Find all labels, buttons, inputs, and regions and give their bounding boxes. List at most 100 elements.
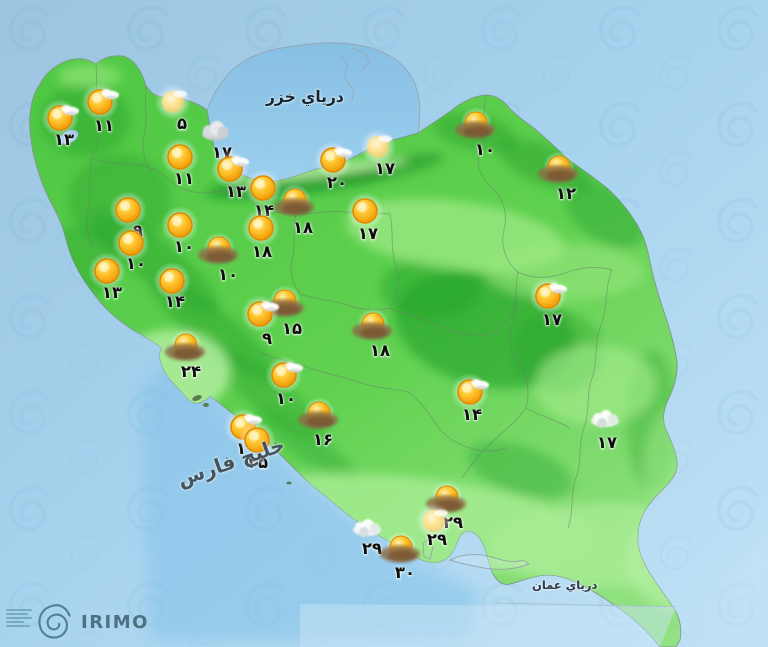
temperature-label: ۱۲ xyxy=(555,184,577,203)
temperature-label: ۱۷ xyxy=(357,224,379,243)
sun-icon xyxy=(345,191,385,231)
dust-sun-icon xyxy=(271,180,319,228)
qeshm-island-outline xyxy=(422,538,531,570)
sun-icon xyxy=(241,208,281,248)
sun-icon xyxy=(111,223,151,263)
weather-station: ۱۷ xyxy=(354,123,402,177)
hazy-sun-icon xyxy=(354,123,402,171)
weather-station: ۳۰ xyxy=(377,527,425,581)
dust-sun-icon xyxy=(377,527,425,575)
weather-station: ۱۳ xyxy=(206,145,254,200)
weather-station: ۱۲ xyxy=(535,147,583,202)
logo-text: IRIMO xyxy=(81,611,149,633)
hazy-sun-icon xyxy=(410,497,458,545)
sun-cloud-icon xyxy=(236,290,284,338)
dust-sun-icon xyxy=(261,281,309,329)
weather-station: ۱۶ xyxy=(295,393,343,448)
dust-sun-icon xyxy=(195,228,243,276)
province-borders xyxy=(86,63,613,529)
sun-icon xyxy=(160,137,200,177)
sun-icon xyxy=(152,261,192,301)
dust-sun-icon xyxy=(295,393,343,441)
temperature-label: ۱۰ xyxy=(125,254,147,273)
caspian-islands-outline xyxy=(339,47,371,102)
temperature-label: ۱۴ xyxy=(164,292,186,311)
dust-sun-icon xyxy=(423,477,471,525)
temperature-label: ۱۳ xyxy=(101,283,123,302)
logo-fine-print xyxy=(6,609,32,627)
temperature-label: ۱۸ xyxy=(292,218,314,237)
fog-cloud-icon xyxy=(581,396,629,444)
sun-cloud-icon xyxy=(446,368,494,416)
weather-station: ۲۰ xyxy=(309,136,357,191)
temperature-label: ۱۵ xyxy=(281,319,303,338)
temperature-label: ۲۹ xyxy=(361,539,383,558)
sun-cloud-icon xyxy=(206,145,254,193)
weather-station: ۱۱ xyxy=(156,133,204,187)
temperature-label: ۱۴ xyxy=(461,405,483,424)
weather-station: ۱۸ xyxy=(349,304,397,359)
temperature-label: ۱۷ xyxy=(541,310,563,329)
weather-station: ۱۷ xyxy=(191,108,239,161)
map-edge-line xyxy=(495,602,677,608)
hazy-sun-icon xyxy=(149,78,197,126)
irimo-logo: IRIMO xyxy=(6,600,149,644)
weather-station: ۱۸ xyxy=(271,180,319,236)
weather-station: ۱۷ xyxy=(341,187,389,242)
temperature-label: ۲۹ xyxy=(442,513,464,532)
sun-cloud-icon xyxy=(309,136,357,184)
sun-cloud-icon xyxy=(76,78,124,126)
fog-cloud-icon xyxy=(343,505,391,553)
sun-cloud-icon xyxy=(260,351,308,399)
temperature-label: ۹ xyxy=(132,221,144,240)
temperature-label: ۱۰ xyxy=(173,237,195,256)
weather-station: ۱۴ xyxy=(239,164,287,219)
sun-icon xyxy=(108,190,148,230)
weather-station: ۲۹ xyxy=(410,497,458,548)
sun-cloud-icon xyxy=(524,272,572,320)
temperature-label: ۱۰ xyxy=(474,140,496,159)
temperature-label: ۲۹ xyxy=(426,530,448,549)
temperature-label: ۱۸ xyxy=(369,341,391,360)
temperature-label: ۱۴ xyxy=(253,201,275,220)
weather-station: ۱۸ xyxy=(237,204,285,260)
dust-sun-icon xyxy=(162,325,210,373)
weather-station: ۲۴ xyxy=(162,325,210,380)
bottom-right-fade xyxy=(660,535,768,647)
temperature-label: ۳۰ xyxy=(394,563,416,582)
weather-station: ۱۰ xyxy=(156,201,204,255)
weather-station: ۱۴ xyxy=(446,368,494,423)
temperature-label: ۱۳ xyxy=(53,130,75,149)
oman-sea-band xyxy=(300,604,676,647)
temperature-label: ۲۰ xyxy=(326,173,348,192)
weather-station: ۱۴ xyxy=(148,257,196,310)
temperature-label: ۱۱ xyxy=(173,169,195,188)
caspian-sea-label: درياي خزر xyxy=(266,88,344,106)
cloud-icon xyxy=(191,108,239,156)
weather-station: ۱۰ xyxy=(452,103,500,158)
weather-station: ۱۵ xyxy=(261,281,309,337)
temperature-label: ۱۰ xyxy=(217,265,239,284)
temperature-label: ۱۷ xyxy=(374,159,396,178)
weather-station: ۱۰ xyxy=(107,219,155,272)
dust-sun-icon xyxy=(452,103,500,151)
weather-station: ۲۹ xyxy=(343,505,391,557)
weather-station: ۱۱ xyxy=(76,78,124,134)
gulf-islands xyxy=(192,395,292,485)
temperature-label: ۱۰ xyxy=(275,389,297,408)
sun-cloud-icon xyxy=(36,94,84,142)
oman-sea-label: درياي عمان xyxy=(532,578,598,592)
weather-station: ۱۷ xyxy=(581,396,629,451)
weather-station: ۵ xyxy=(149,78,197,132)
weather-station: ۱۰ xyxy=(260,351,308,407)
weather-station: ۹ xyxy=(236,290,284,347)
weather-station: ۱۳ xyxy=(83,247,131,301)
sun-icon xyxy=(160,205,200,245)
temperature-label: ۲۴ xyxy=(180,362,202,381)
dust-sun-icon xyxy=(349,304,397,352)
temperature-label: ۱۸ xyxy=(251,242,273,261)
weather-station: ۱۷ xyxy=(524,272,572,328)
temperature-label: ۱۶ xyxy=(312,430,334,449)
weather-station: ۱۰ xyxy=(195,228,243,283)
temperature-label: ۱۱ xyxy=(93,116,115,135)
